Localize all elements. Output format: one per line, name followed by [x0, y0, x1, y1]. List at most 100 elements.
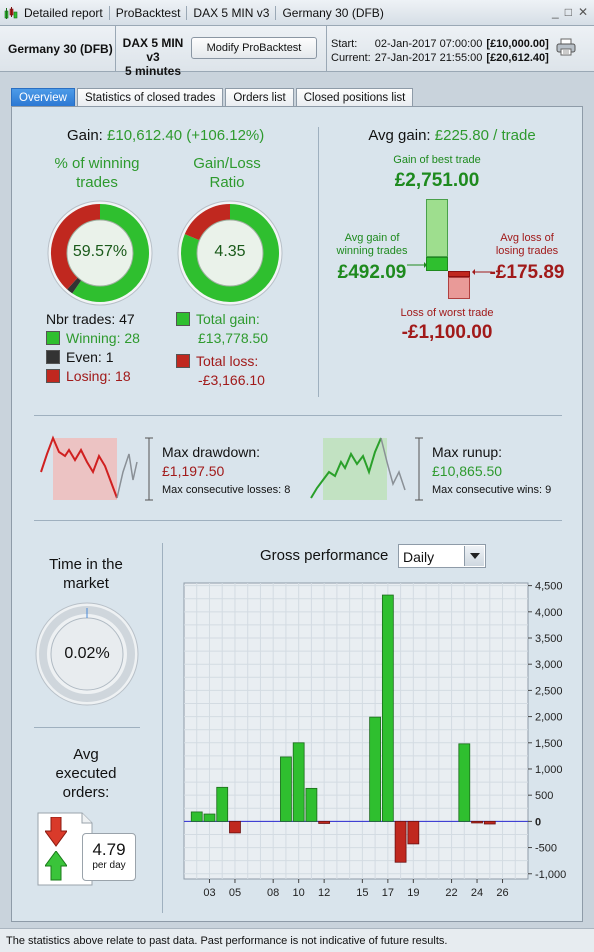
avg-trade-bars — [422, 197, 470, 299]
best-trade-value: £2,751.00 — [394, 170, 480, 191]
x-tick-label: 22 — [445, 887, 457, 899]
max-consecutive-wins: Max consecutive wins: 9 — [432, 484, 552, 496]
avg-loss-losing-label: Avg loss of losing trades — [482, 232, 572, 258]
best-trade-label: Gain of best trade — [393, 154, 481, 166]
gain-arc — [181, 204, 279, 302]
divider-vertical-bottom — [162, 543, 163, 913]
avg-loss-label-line1: Avg loss of — [500, 232, 554, 244]
donut-center — [66, 219, 134, 287]
avg-gain-label-line1: Avg gain of — [344, 232, 400, 244]
bar-17 — [381, 594, 394, 822]
market-title-line2: market — [63, 575, 109, 592]
avg-loss-arrow-icon — [472, 269, 492, 275]
bar-23 — [458, 743, 471, 822]
market-gauge: 0.02% — [34, 601, 140, 707]
gain-label: Gain: — [67, 127, 103, 144]
orders-widget: 4.79 per day — [36, 811, 140, 887]
bar-19 — [407, 820, 420, 845]
winning-title-line1: % of winning — [54, 155, 140, 172]
trades-legend: Nbr trades: 47 Winning: 28 Even: 1 Losin… — [46, 310, 140, 386]
avg-loss-losing-value: -£175.89 — [489, 262, 565, 283]
y-tick-label: 4,500 — [535, 581, 563, 593]
bar-9 — [280, 756, 292, 822]
gain-loss-legend: Total gain: £13,778.50 Total loss: -£3,1… — [176, 310, 268, 390]
avg-gain-label-line2: winning trades — [336, 245, 408, 257]
tab-closed-positions-list[interactable]: Closed positions list — [295, 88, 414, 106]
total-gain-value: £13,778.50 — [198, 330, 269, 346]
loss-arc — [184, 204, 231, 241]
winning-percent: 59.57% — [72, 243, 128, 260]
winning-donut: 59.57% — [47, 200, 153, 306]
date-range: Start: 02-Jan-2017 07:00:00 [£10,000.00]… — [326, 26, 553, 72]
minimize-button[interactable]: _ — [552, 5, 559, 19]
bar-10 — [292, 742, 305, 822]
total-loss-value: -£3,166.10 — [198, 372, 265, 388]
x-tick-label: 05 — [229, 887, 241, 899]
start-date: 02-Jan-2017 07:00:00 — [374, 38, 483, 50]
y-tick-label: 2,000 — [535, 712, 563, 724]
orders-title-line3: orders: — [62, 784, 110, 801]
report-header: Germany 30 (DFB) DAX 5 MIN v3 5 minutes … — [0, 26, 594, 78]
bar-4 — [216, 786, 229, 822]
drawdown-info: Max drawdown: £1,197.50 Max consecutive … — [162, 443, 290, 500]
tab-statistics-closed-trades[interactable]: Statistics of closed trades — [76, 88, 224, 106]
best-trade-bar — [426, 199, 448, 257]
market-title-line1: Time in the — [49, 556, 123, 573]
current-label: Current: — [331, 52, 371, 64]
total-loss-label: Total loss: — [196, 353, 259, 369]
bar-25 — [483, 820, 496, 825]
losing-count: Losing: 18 — [66, 368, 131, 384]
y-tick-label: 500 — [535, 790, 553, 802]
drawdown-chart — [40, 435, 153, 501]
period-select[interactable]: Daily — [398, 544, 486, 568]
total-loss-swatch — [176, 354, 190, 368]
orders-value: 4.79 — [92, 840, 126, 859]
y-tick-label: 3,000 — [535, 659, 563, 671]
chevron-down-icon[interactable] — [464, 546, 484, 566]
period-select-value: Daily — [403, 549, 435, 565]
total-gain-swatch — [176, 312, 190, 326]
avg-gain-per-trade: £225.80 / trade — [434, 127, 536, 144]
close-button[interactable]: ✕ — [577, 5, 588, 19]
orders-title: Avg executed orders: — [30, 745, 142, 802]
current-capital: [£20,612.40] — [486, 52, 549, 64]
y-tick-label: 3,500 — [535, 633, 563, 645]
orders-unit: per day — [92, 860, 126, 871]
strategy-info: DAX 5 MIN v3 5 minutes — [116, 36, 190, 78]
y-tick-label: 1,500 — [535, 738, 563, 750]
y-tick-label: 4,000 — [535, 607, 563, 619]
title-segment-report: Detailed report — [18, 5, 110, 20]
worst-trade-bar — [448, 277, 470, 299]
ratio-donut: 4.35 — [177, 200, 283, 306]
start-label: Start: — [331, 38, 358, 50]
worst-trade-label: Loss of worst trade — [400, 307, 494, 319]
winning-title-line2: trades — [76, 174, 118, 191]
market-percent: 0.02% — [64, 645, 110, 662]
report-tabs: Overview Statistics of closed trades Ord… — [11, 88, 414, 106]
runup-label: Max runup: — [432, 444, 503, 460]
modify-probacktest-button[interactable]: Modify ProBacktest — [191, 37, 317, 59]
ratio-title: Gain/Loss Ratio — [172, 154, 282, 192]
avg-gain-bar — [426, 257, 448, 271]
even-count: Even: 1 — [66, 349, 114, 365]
instrument-name: Germany 30 (DFB) — [8, 26, 116, 72]
bar-12 — [318, 820, 331, 824]
x-tick-label: 24 — [471, 887, 483, 899]
plot-area — [183, 582, 529, 880]
avg-gain-arrow-icon — [407, 262, 427, 268]
title-segment-strategy: DAX 5 MIN v3 — [187, 5, 277, 20]
overview-panel: Gain: £10,612.40 (+106.12%) % of winning… — [11, 106, 583, 922]
bar-16 — [369, 716, 381, 822]
worst-trade-value: -£1,100.00 — [401, 322, 493, 343]
disclaimer: The statistics above relate to past data… — [0, 928, 594, 952]
y-tick-label: -500 — [535, 843, 557, 855]
printer-icon[interactable] — [556, 38, 576, 59]
divider-left — [34, 727, 140, 728]
x-tick-label: 08 — [267, 887, 279, 899]
nbr-trades: Nbr trades: 47 — [46, 311, 135, 327]
tab-overview[interactable]: Overview — [11, 88, 75, 106]
maximize-button[interactable]: □ — [564, 5, 572, 19]
runup-chart — [310, 437, 423, 501]
drawdown-label: Max drawdown: — [162, 444, 261, 460]
tab-orders-list[interactable]: Orders list — [225, 88, 294, 106]
